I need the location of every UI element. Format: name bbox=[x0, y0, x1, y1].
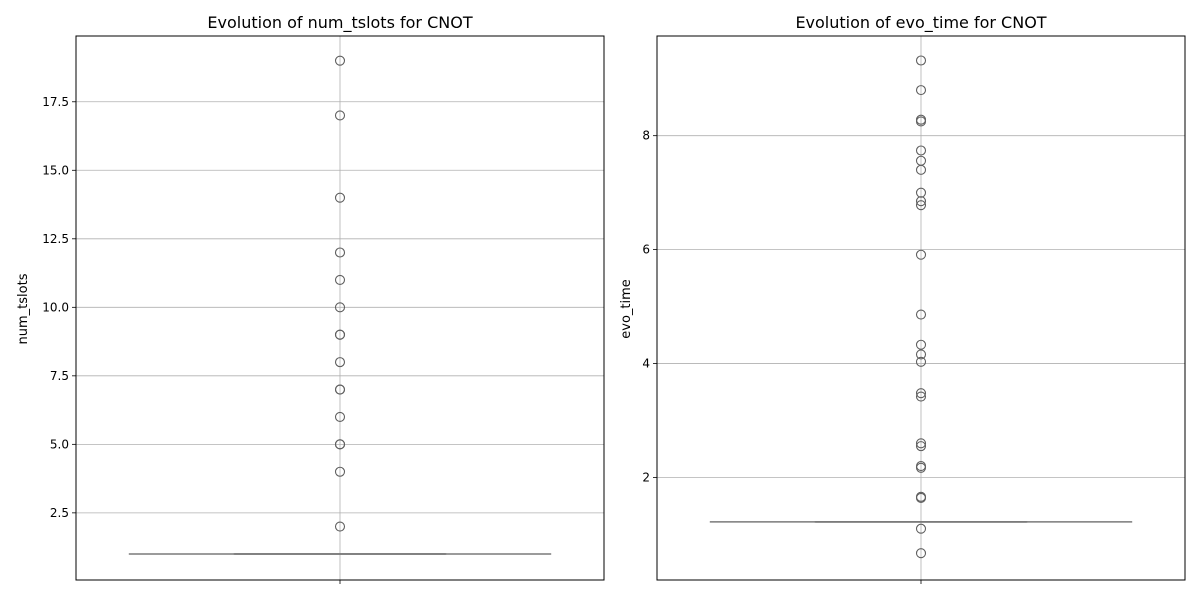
num-tslots-yticks: 2.5 5.0 7.5 10.0 12.5 15.0 17.5 bbox=[42, 95, 340, 584]
evo-time-ytick-label-3: 8 bbox=[642, 129, 650, 143]
num-tslots-title: Evolution of num_tslots for CNOT bbox=[207, 13, 472, 33]
num-tslots-ytick-label-0: 2.5 bbox=[50, 506, 69, 520]
num-tslots-grid bbox=[76, 36, 604, 580]
evo-time-title: Evolution of evo_time for CNOT bbox=[795, 13, 1046, 33]
num-tslots-ytick-label-5: 15.0 bbox=[42, 163, 69, 177]
evo-time-ytick-label-1: 4 bbox=[642, 357, 650, 371]
num-tslots-ytick-label-3: 10.0 bbox=[42, 300, 69, 314]
num-tslots-ytick-label-1: 5.0 bbox=[50, 437, 69, 451]
num-tslots-ytick-label-4: 12.5 bbox=[42, 232, 69, 246]
num-tslots-ytick-label-6: 17.5 bbox=[42, 95, 69, 109]
num-tslots-ylabel: num_tslots bbox=[16, 273, 31, 344]
evo-time-ytick-label-2: 6 bbox=[642, 243, 650, 257]
evo-time-grid bbox=[657, 36, 1185, 580]
num-tslots-panel: Evolution of num_tslots for CNOT num_tsl… bbox=[16, 13, 604, 584]
num-tslots-ytick-label-2: 7.5 bbox=[50, 369, 69, 383]
evo-time-ytick-label-0: 2 bbox=[642, 470, 650, 484]
evo-time-ylabel: evo_time bbox=[619, 279, 634, 339]
evo-time-yticks: 2 4 6 8 bbox=[642, 129, 921, 584]
evo-time-panel: Evolution of evo_time for CNOT evo_time … bbox=[619, 13, 1185, 584]
